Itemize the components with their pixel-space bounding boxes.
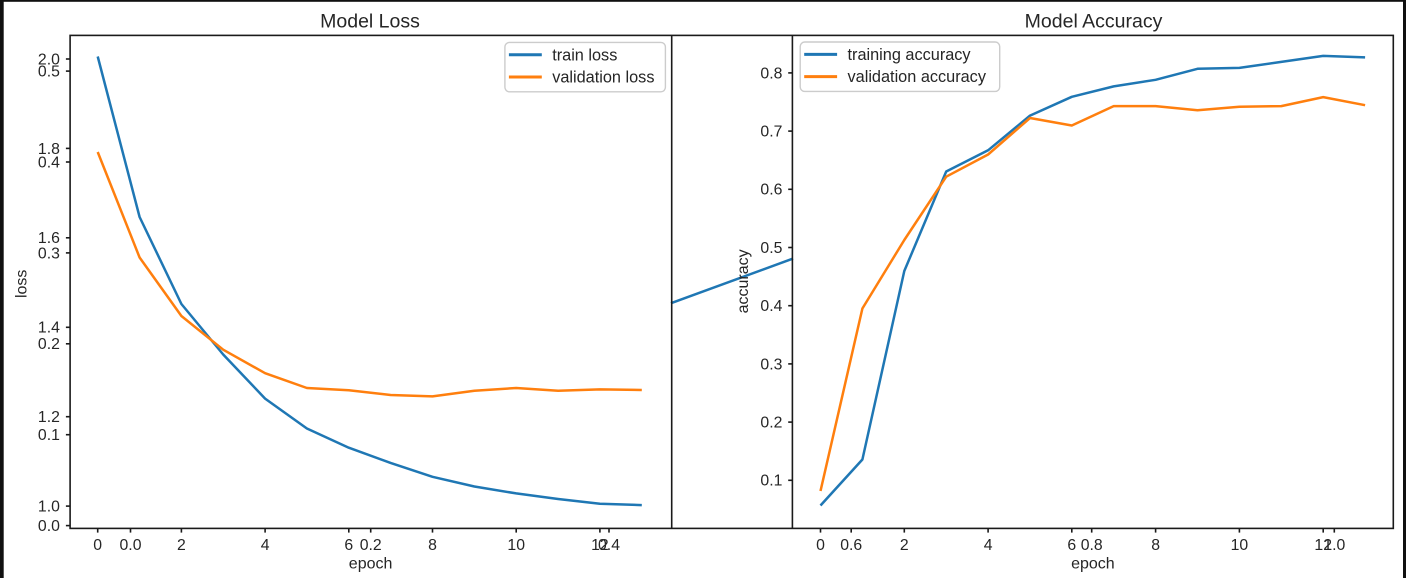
svg-text:2.0: 2.0 [38, 51, 60, 68]
svg-text:0.2: 0.2 [38, 336, 60, 353]
svg-text:0.3: 0.3 [760, 356, 782, 373]
svg-text:0.0: 0.0 [120, 537, 142, 554]
svg-text:4: 4 [984, 537, 993, 554]
svg-text:1.8: 1.8 [38, 141, 60, 158]
svg-text:0: 0 [816, 537, 825, 554]
svg-text:10: 10 [507, 537, 525, 554]
svg-text:6: 6 [344, 537, 353, 554]
svg-text:0.3: 0.3 [38, 245, 60, 262]
svg-text:12: 12 [1314, 537, 1332, 554]
svg-text:6: 6 [1067, 537, 1076, 554]
svg-text:10: 10 [1231, 537, 1249, 554]
svg-text:0.1: 0.1 [760, 473, 782, 490]
svg-text:0.2: 0.2 [760, 415, 782, 432]
svg-text:0.0: 0.0 [38, 518, 60, 535]
svg-text:validation loss: validation loss [552, 69, 654, 87]
svg-text:training accuracy: training accuracy [848, 46, 972, 64]
svg-text:0.5: 0.5 [38, 64, 60, 81]
svg-text:0.8: 0.8 [1081, 537, 1103, 554]
svg-text:0: 0 [93, 537, 102, 554]
svg-text:loss: loss [13, 270, 30, 298]
svg-text:0.2: 0.2 [360, 537, 382, 554]
svg-text:1.2: 1.2 [38, 409, 60, 426]
svg-text:epoch: epoch [1071, 556, 1115, 573]
svg-text:0.1: 0.1 [38, 427, 60, 444]
svg-text:validation accuracy: validation accuracy [848, 68, 987, 86]
svg-text:8: 8 [428, 537, 437, 554]
svg-text:1.0: 1.0 [38, 499, 60, 516]
svg-text:0.8: 0.8 [760, 65, 782, 82]
svg-text:0.4: 0.4 [598, 537, 620, 554]
svg-text:2: 2 [177, 537, 186, 554]
svg-text:0.6: 0.6 [760, 182, 782, 199]
svg-text:Model Loss: Model Loss [320, 10, 420, 32]
svg-text:1.0: 1.0 [1323, 537, 1345, 554]
svg-text:epoch: epoch [349, 556, 393, 573]
svg-text:0.5: 0.5 [760, 240, 782, 257]
svg-text:0.7: 0.7 [760, 124, 782, 141]
svg-text:12: 12 [591, 537, 609, 554]
svg-text:1.4: 1.4 [38, 320, 60, 337]
svg-text:accuracy: accuracy [735, 249, 752, 313]
svg-text:0.4: 0.4 [38, 154, 60, 171]
svg-text:4: 4 [261, 537, 270, 554]
svg-text:8: 8 [1151, 537, 1160, 554]
svg-text:0.6: 0.6 [840, 537, 862, 554]
svg-text:2: 2 [900, 537, 909, 554]
svg-text:0.4: 0.4 [760, 298, 782, 315]
svg-text:1.6: 1.6 [38, 230, 60, 247]
svg-text:train loss: train loss [552, 46, 617, 64]
svg-text:Model Accuracy: Model Accuracy [1025, 10, 1163, 32]
